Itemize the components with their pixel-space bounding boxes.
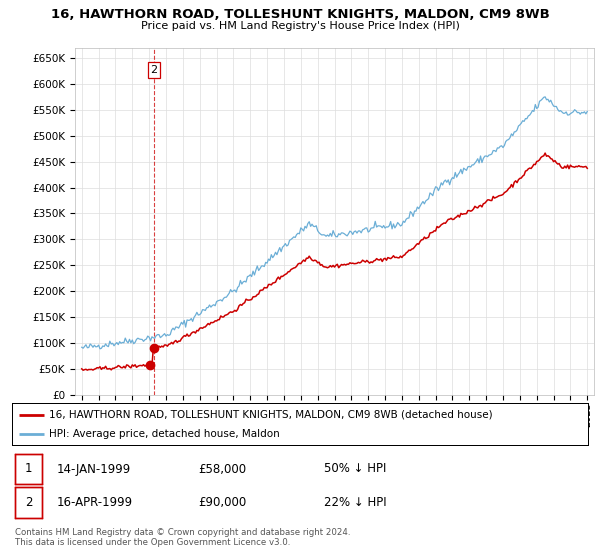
- Text: Contains HM Land Registry data © Crown copyright and database right 2024.
This d: Contains HM Land Registry data © Crown c…: [15, 528, 350, 547]
- Text: 22% ↓ HPI: 22% ↓ HPI: [324, 496, 386, 509]
- Text: HPI: Average price, detached house, Maldon: HPI: Average price, detached house, Mald…: [49, 429, 280, 438]
- Text: 16, HAWTHORN ROAD, TOLLESHUNT KNIGHTS, MALDON, CM9 8WB: 16, HAWTHORN ROAD, TOLLESHUNT KNIGHTS, M…: [50, 8, 550, 21]
- Text: 1: 1: [25, 463, 32, 475]
- Text: 2: 2: [151, 65, 158, 75]
- Text: 14-JAN-1999: 14-JAN-1999: [57, 463, 131, 475]
- Text: £90,000: £90,000: [198, 496, 246, 509]
- Text: £58,000: £58,000: [198, 463, 246, 475]
- Text: 16, HAWTHORN ROAD, TOLLESHUNT KNIGHTS, MALDON, CM9 8WB (detached house): 16, HAWTHORN ROAD, TOLLESHUNT KNIGHTS, M…: [49, 409, 493, 419]
- Text: 2: 2: [25, 496, 32, 509]
- Text: Price paid vs. HM Land Registry's House Price Index (HPI): Price paid vs. HM Land Registry's House …: [140, 21, 460, 31]
- Text: 50% ↓ HPI: 50% ↓ HPI: [324, 463, 386, 475]
- Text: 16-APR-1999: 16-APR-1999: [57, 496, 133, 509]
